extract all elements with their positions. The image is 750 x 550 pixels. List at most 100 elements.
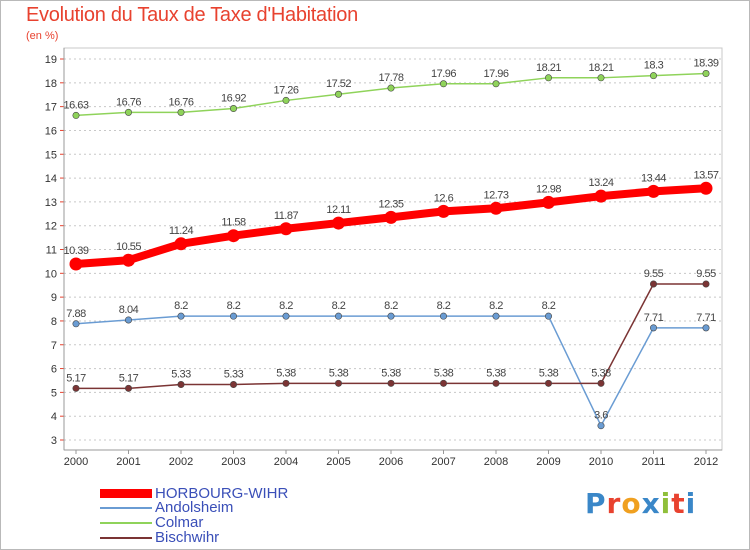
data-point [125,316,133,324]
data-label: 7.71 [644,312,664,324]
y-tick-label: 15 [45,149,57,161]
y-tick-label: 19 [45,54,57,66]
logo-letter: r [606,487,622,520]
data-label: 8.2 [542,300,556,312]
data-point [282,312,290,320]
data-label: 18.21 [536,62,561,74]
data-point [597,379,605,387]
y-tick-label: 6 [51,364,57,376]
y-tick-label: 13 [45,197,57,209]
data-label: 5.38 [539,367,559,379]
data-label: 16.63 [63,99,88,111]
data-point [177,108,185,116]
data-label: 8.2 [384,300,398,312]
legend-swatch [100,521,152,524]
x-tick-label: 2000 [64,456,88,468]
data-point [649,280,657,288]
legend-label: Bischwihr [155,529,220,546]
data-point [544,379,552,387]
data-label: 9.55 [696,268,716,280]
data-label: 12.11 [326,204,351,216]
data-label: 5.38 [486,367,506,379]
data-label: 5.33 [171,369,191,381]
x-tick-label: 2007 [431,456,455,468]
series-bischwihr: 5.17 5.17 5.33 5.33 5.38 5.38 5.38 5.38 5.38 5.38… [66,268,717,392]
data-point [649,324,657,332]
data-label: 12.98 [536,183,561,195]
data-point [334,90,342,98]
chart-title: Evolution du Taux de Taxe d'Habitation [26,4,358,26]
data-point [282,379,290,387]
data-point [702,280,710,288]
y-tick-label: 5 [51,387,57,399]
data-label: 18.3 [644,60,664,72]
data-point [492,80,500,88]
x-tick-label: 2004 [274,456,298,468]
data-label: 5.38 [329,367,349,379]
data-label: 17.96 [483,68,508,80]
logo-letter: i [660,487,672,520]
data-label: 18.21 [588,62,613,74]
x-tick-label: 2002 [169,456,193,468]
data-label: 10.39 [63,245,88,257]
logo-letter: o [621,487,642,520]
data-label: 7.71 [696,312,716,324]
data-point [384,210,398,224]
data-label: 12.6 [434,192,454,204]
data-point [227,229,240,243]
x-tick-label: 2011 [642,456,666,468]
y-tick-label: 18 [45,78,57,90]
data-point [282,96,290,104]
y-tick-label: 12 [45,221,57,233]
data-point [69,257,83,271]
legend-item-andolsheim: Andolsheim [100,499,234,516]
data-label: 8.2 [279,300,293,312]
data-point [332,216,345,230]
data-point [177,312,185,320]
legend-item-colmar: Colmar [100,514,204,531]
legend-label: Colmar [155,514,204,531]
y-tick-label: 16 [45,125,57,137]
data-label: 16.92 [221,93,246,105]
logo-letter: t [671,487,686,520]
data-label: 17.26 [273,84,298,96]
data-label: 16.76 [168,96,193,108]
data-point [702,324,710,332]
data-point [174,237,188,251]
y-tick-label: 8 [51,316,57,328]
y-tick-label: 17 [45,102,57,114]
x-tick-label: 2010 [589,456,613,468]
data-point [387,312,395,320]
data-point [125,384,133,392]
series-andolsheim: 7.88 8.04 8.2 8.2 8.2 8.2 8.2 8.2 8.2 8.2 3.6 7.71 7… [66,300,717,430]
data-point [334,379,342,387]
data-point [125,108,133,116]
data-point [544,74,552,82]
y-tick-label: 9 [51,292,57,304]
x-tick-label: 2009 [536,456,560,468]
data-label: 5.33 [224,369,244,381]
legend-item-bischwihr: Bischwihr [100,529,220,546]
data-point [439,80,447,88]
x-tick-label: 2003 [221,456,245,468]
data-point [72,384,80,392]
y-tick-label: 7 [51,340,57,352]
legend-swatch [100,536,152,539]
data-point [122,253,135,267]
data-point [492,312,500,320]
data-point [597,422,605,430]
data-label: 8.2 [489,300,503,312]
data-point [699,181,713,195]
data-label: 8.2 [332,300,346,312]
legend-label: Andolsheim [155,499,234,516]
legend-swatch [100,506,152,509]
data-label: 12.35 [378,198,403,210]
data-point [334,312,342,320]
legend-item-horbourg-wihr: HORBOURG-WIHR [100,485,289,502]
legend-label: HORBOURG-WIHR [155,485,289,502]
data-point [72,111,80,119]
data-label: 8.2 [437,300,451,312]
data-point [492,379,500,387]
data-label: 5.17 [119,372,139,384]
y-tick-label: 3 [51,435,57,447]
